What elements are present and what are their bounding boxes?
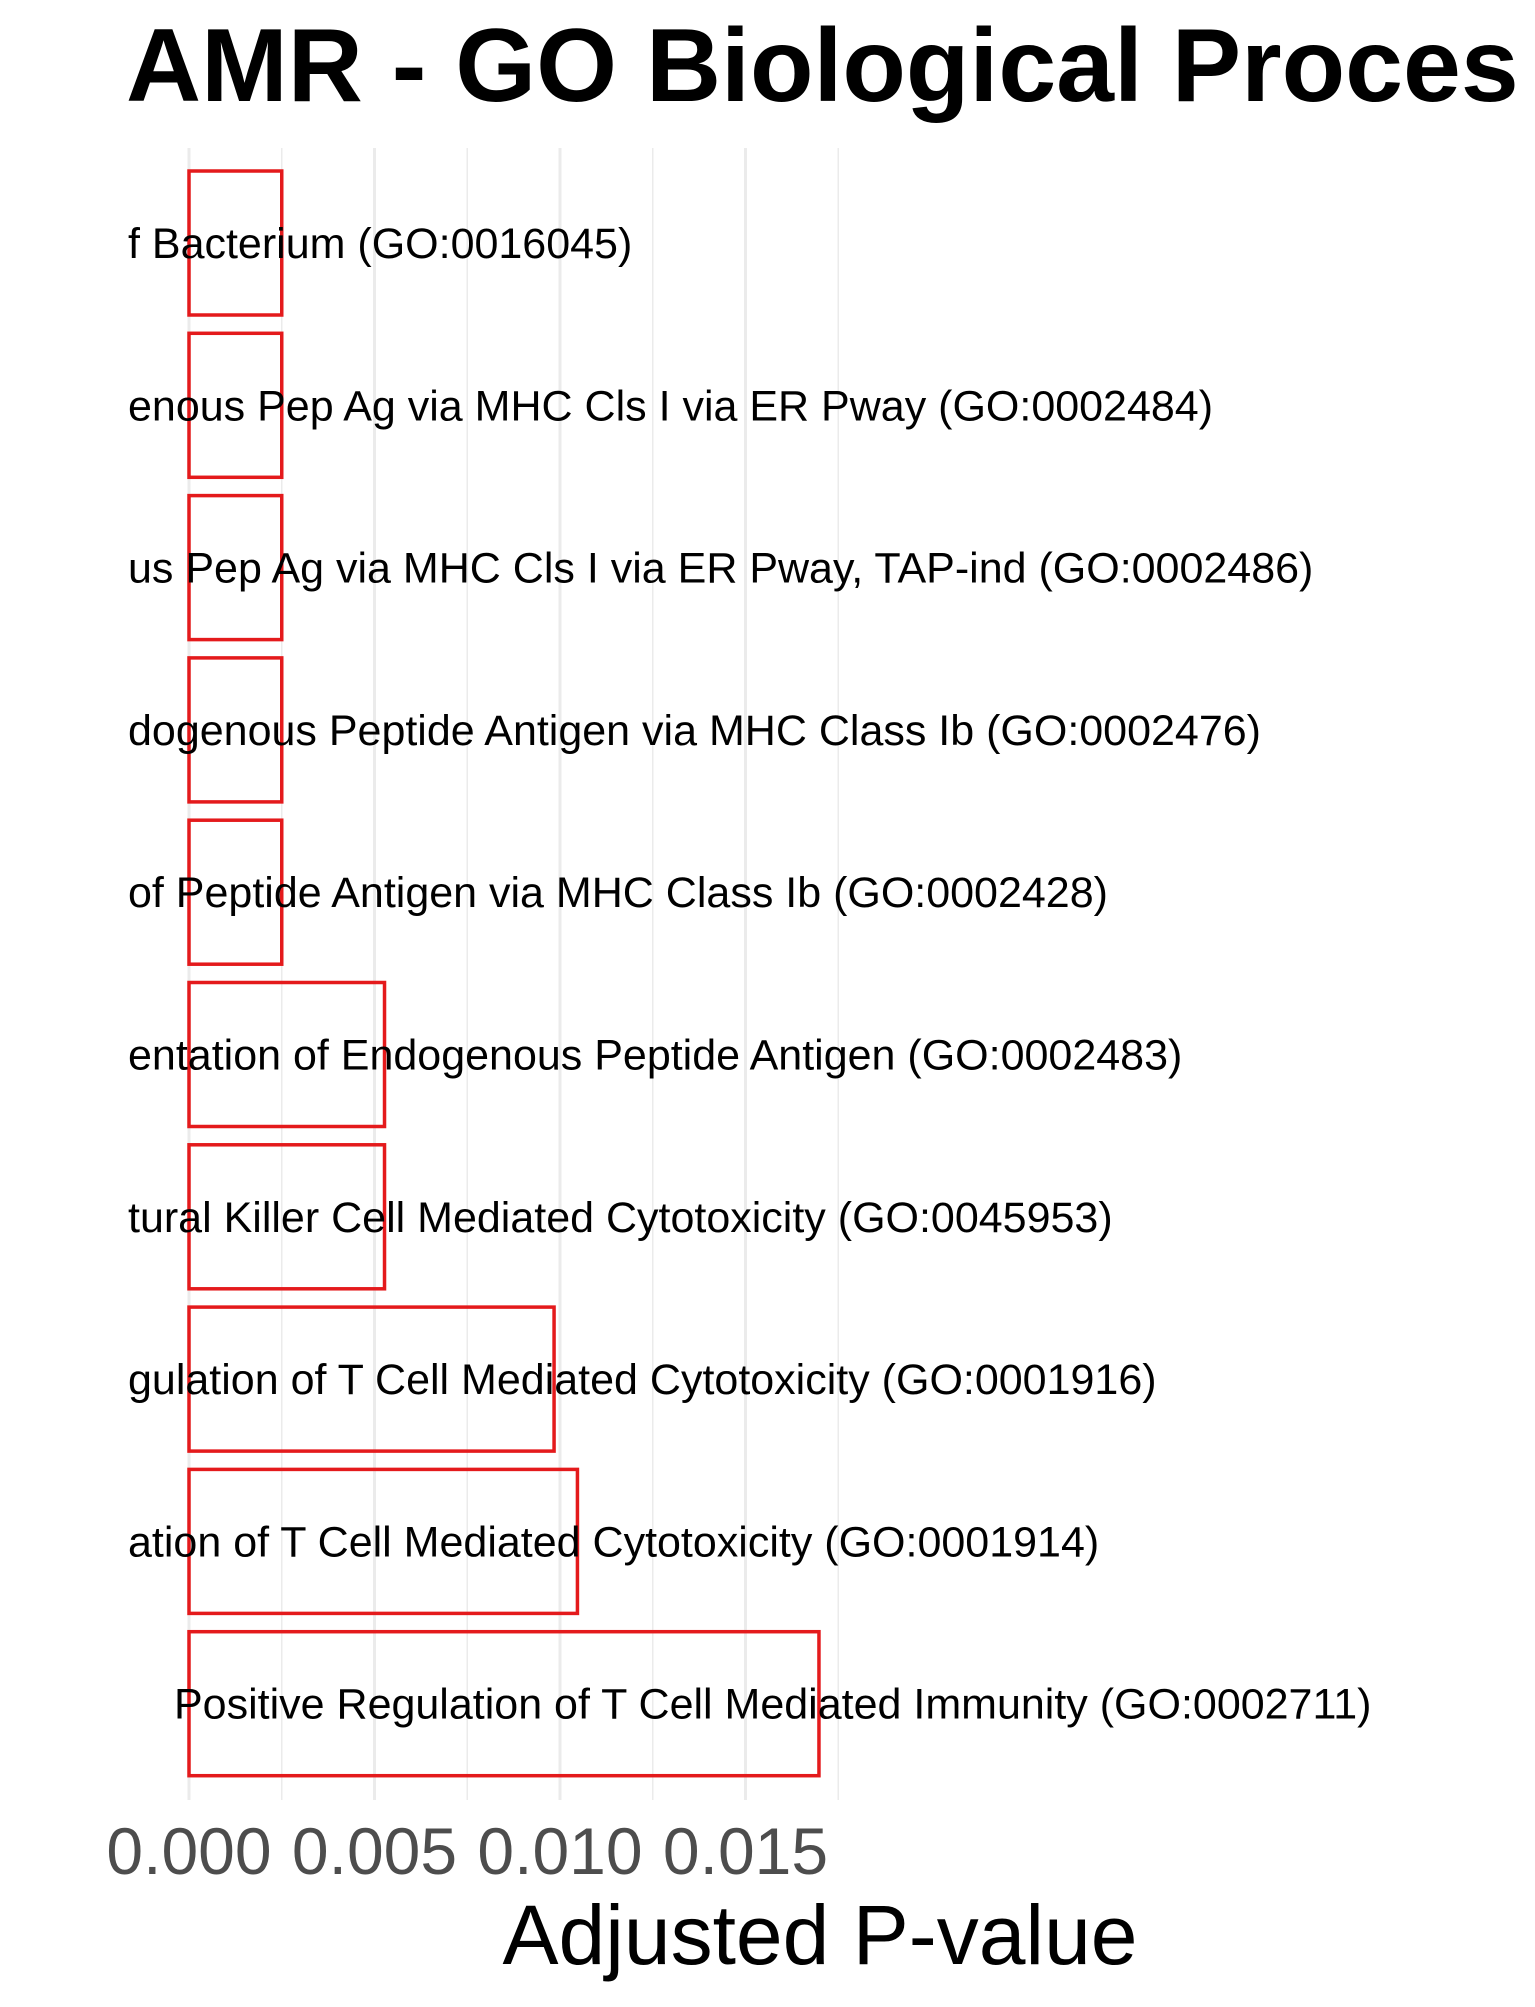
x-tick-label: 0.000 [106, 1814, 271, 1888]
bar [187, 1305, 556, 1453]
bar [187, 493, 284, 642]
bar-label: f Bacterium (GO:0016045) [128, 220, 632, 268]
bar-label: entation of Endogenous Peptide Antigen (… [128, 1032, 1182, 1080]
bar [187, 818, 284, 966]
bar [187, 169, 284, 317]
bar [187, 1467, 580, 1616]
bar [187, 331, 284, 480]
x-axis-ticks: 0.000 0.005 0.010 0.015 [106, 1814, 828, 1888]
bar-label: gulation of T Cell Mediated Cytotoxicity… [128, 1356, 1157, 1404]
bar-label: Positive Regulation of T Cell Mediated I… [174, 1681, 1371, 1729]
bar-label: us Pep Ag via MHC Cls I via ER Pway, TAP… [128, 545, 1313, 593]
bar-label: dogenous Peptide Antigen via MHC Class I… [128, 707, 1261, 755]
chart-title: AMR - GO Biological Proces [126, 8, 1519, 124]
x-tick-label: 0.015 [663, 1814, 828, 1888]
bar-label: of Peptide Antigen via MHC Class Ib (GO:… [128, 869, 1108, 917]
bar [187, 980, 387, 1129]
bar-label: tural Killer Cell Mediated Cytotoxicity … [128, 1194, 1113, 1242]
bar [187, 1629, 821, 1778]
x-tick-label: 0.005 [292, 1814, 457, 1888]
x-axis-title: Adjusted P-value [502, 1888, 1137, 1982]
x-tick-label: 0.010 [477, 1814, 642, 1888]
bar-label: ation of T Cell Mediated Cytotoxicity (G… [128, 1518, 1099, 1566]
bar [187, 656, 284, 804]
bar-labels: f Bacterium (GO:0016045) enous Pep Ag via… [128, 220, 1371, 1729]
bar [187, 1143, 387, 1291]
bar-label: enous Pep Ag via MHC Cls I via ER Pway (… [128, 382, 1213, 430]
bars [187, 169, 821, 1778]
